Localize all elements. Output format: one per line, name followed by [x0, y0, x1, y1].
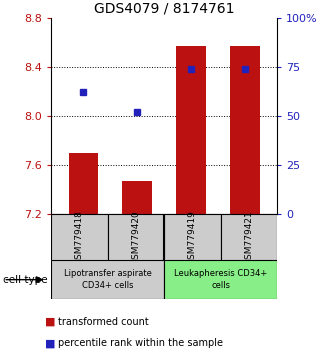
- Text: ■: ■: [45, 317, 55, 327]
- Bar: [164, 260, 277, 299]
- Text: Leukapheresis CD34+
cells: Leukapheresis CD34+ cells: [174, 269, 267, 290]
- Text: transformed count: transformed count: [58, 317, 148, 327]
- Bar: [122, 181, 152, 214]
- Bar: [51, 214, 108, 260]
- Text: ■: ■: [45, 338, 55, 348]
- Bar: [51, 260, 164, 299]
- Bar: [230, 46, 260, 214]
- Title: GDS4079 / 8174761: GDS4079 / 8174761: [94, 1, 234, 15]
- Text: cell type: cell type: [3, 275, 48, 285]
- Text: percentile rank within the sample: percentile rank within the sample: [58, 338, 223, 348]
- Text: GSM779421: GSM779421: [245, 210, 253, 264]
- Text: Lipotransfer aspirate
CD34+ cells: Lipotransfer aspirate CD34+ cells: [64, 269, 151, 290]
- Bar: [221, 214, 277, 260]
- Bar: [69, 153, 98, 214]
- Bar: [164, 214, 221, 260]
- Bar: [176, 46, 206, 214]
- Text: GSM779420: GSM779420: [131, 210, 141, 264]
- Text: GSM779419: GSM779419: [188, 210, 197, 265]
- Bar: [108, 214, 164, 260]
- Text: GSM779418: GSM779418: [75, 210, 84, 265]
